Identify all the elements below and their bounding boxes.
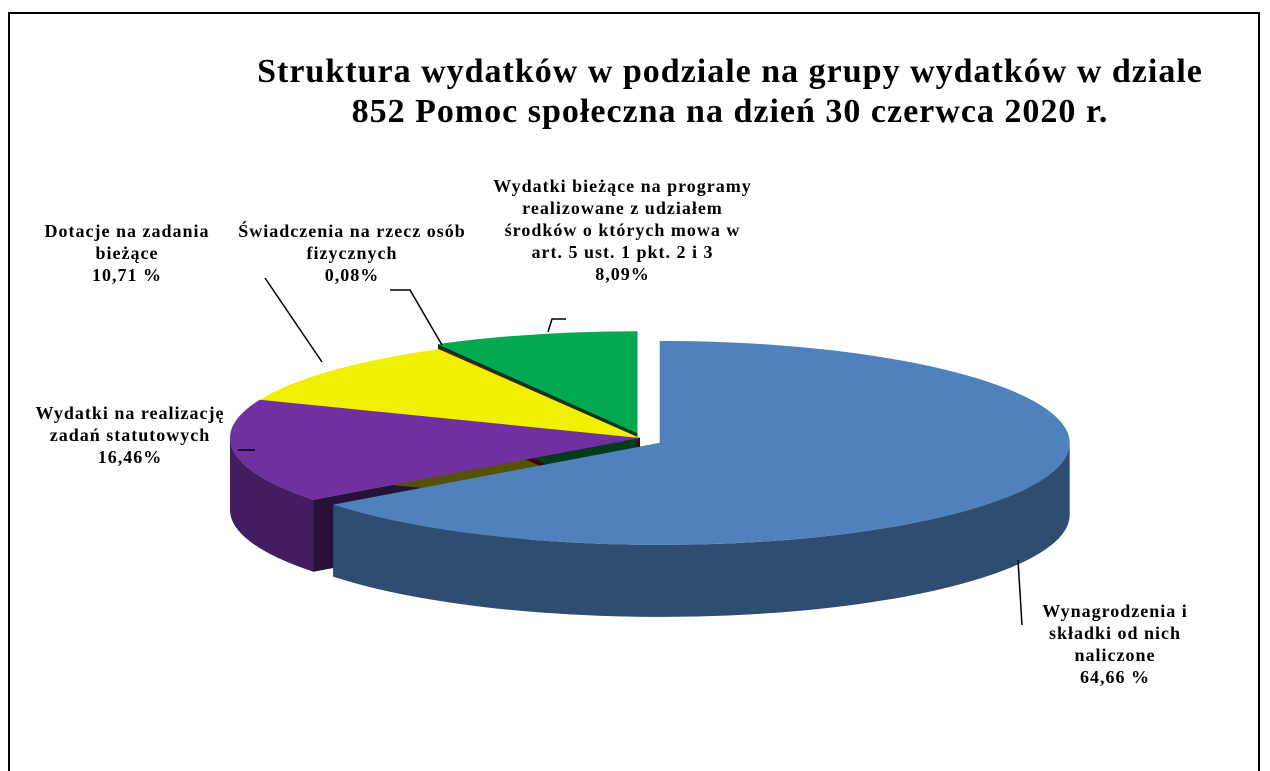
- leader-lines: [238, 277, 1023, 626]
- slice: [259, 349, 640, 438]
- slice: [229, 399, 640, 500]
- label-name: Świadczenia na rzecz osób fizycznych: [238, 221, 466, 263]
- label-value: 10,71 %: [92, 265, 162, 285]
- label-name: Wydatki bieżące na programy realizowane …: [493, 176, 752, 262]
- label-value: 64,66 %: [1080, 667, 1150, 687]
- label-name: Dotacje na zadania bieżące: [44, 221, 210, 263]
- label-value: 16,46%: [97, 447, 163, 467]
- chart-title: Struktura wydatków w podziale na grupy w…: [257, 53, 1203, 130]
- data-label: Dotacje na zadania bieżące 10,71 %: [22, 220, 232, 286]
- leader-line: [547, 318, 566, 333]
- frame: [8, 12, 1260, 771]
- leader-line: [1017, 559, 1023, 626]
- label-value: 8,09%: [595, 264, 650, 284]
- leader-line: [390, 289, 443, 346]
- label-name: Wydatki na realizację zadań statutowych: [35, 403, 225, 445]
- slice: [438, 348, 640, 438]
- data-label: Wydatki na realizację zadań statutowych 1…: [30, 402, 230, 468]
- pie: [229, 331, 1070, 617]
- label-name: Wynagrodzenia i składki od nich naliczon…: [1042, 601, 1188, 665]
- slice-side: [333, 442, 1070, 617]
- data-label: Wydatki bieżące na programy realizowane …: [490, 175, 755, 285]
- data-label: Świadczenia na rzecz osób fizycznych 0,08…: [232, 220, 472, 286]
- data-label: Wynagrodzenia i składki od nich naliczon…: [1015, 600, 1215, 688]
- leader-line: [264, 277, 323, 363]
- slice-side: [230, 438, 314, 572]
- slice: [333, 340, 1070, 545]
- label-value: 0,08%: [324, 265, 380, 285]
- slice: [437, 331, 638, 434]
